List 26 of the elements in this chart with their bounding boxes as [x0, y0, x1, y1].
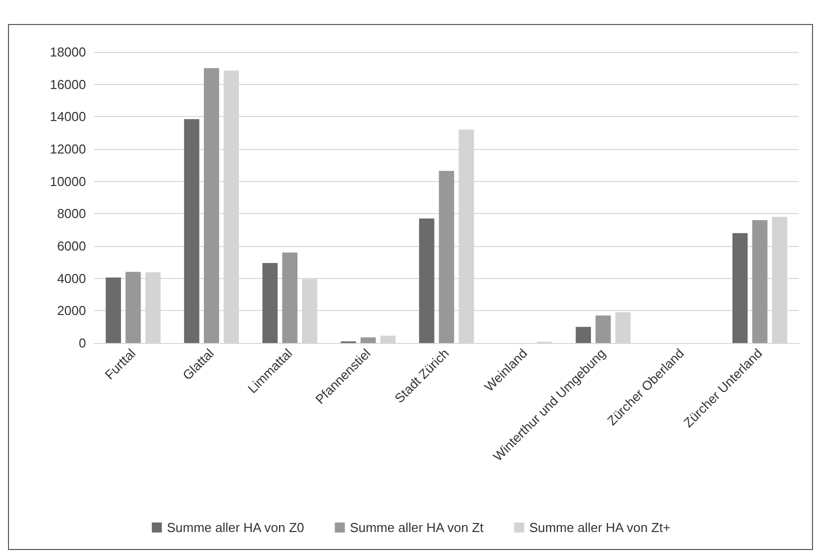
bar: [262, 262, 278, 343]
bar: [576, 326, 591, 343]
bar: [282, 252, 298, 343]
y-tick-label: 4000: [57, 270, 86, 286]
bar: [360, 337, 376, 343]
y-tick-label: 18000: [50, 44, 86, 60]
y-tick-label: 8000: [57, 206, 86, 222]
y-tick-label: 14000: [50, 109, 86, 124]
bar: [204, 68, 220, 343]
y-tick-label: 12000: [50, 142, 86, 156]
bar: [596, 316, 611, 343]
bar: [752, 220, 768, 343]
y-tick-label: 0: [78, 336, 86, 350]
y-tick-label: 2000: [57, 303, 86, 318]
y-tick-label: 6000: [57, 238, 86, 254]
legend-label: Summe aller HA von Zt+: [529, 520, 670, 535]
bar: [438, 170, 454, 343]
bar: [732, 233, 748, 343]
y-tick-label: 10000: [50, 174, 86, 189]
y-tick-label: 16000: [50, 76, 86, 92]
legend-label: Summe aller HA von Z0: [166, 520, 304, 535]
bar: [126, 272, 141, 343]
bar: [184, 119, 200, 343]
bar: [106, 278, 121, 343]
legend-label: Summe aller HA von Zt: [350, 520, 484, 535]
bar: [419, 218, 434, 343]
